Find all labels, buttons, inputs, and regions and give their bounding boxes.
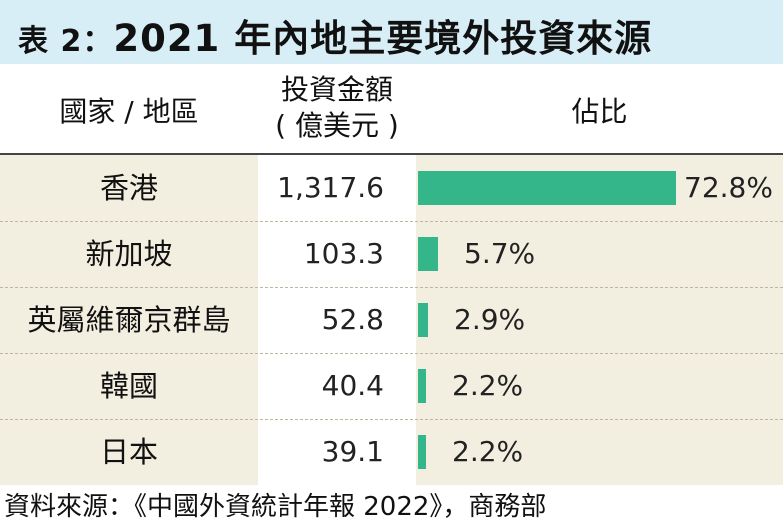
amount-value: 39.1: [321, 435, 384, 468]
page-title: 表 2：2021 年內地主要境外投資來源: [18, 8, 652, 62]
table-header: [0, 64, 783, 154]
table-number: 表 2：: [18, 24, 114, 59]
amount-column-background: [258, 155, 416, 485]
row-separator: [0, 419, 783, 421]
row-separator: [0, 287, 783, 289]
header-divider: [0, 153, 783, 155]
share-bar: [418, 303, 428, 337]
row-separator: [0, 353, 783, 355]
table-row: 韓國 40.4 2.2%: [0, 353, 783, 419]
amount-value: 103.3: [303, 237, 384, 270]
row-separator: [0, 221, 783, 223]
share-label: 72.8%: [684, 171, 773, 204]
table-row: 香港 1,317.6 72.8%: [0, 155, 783, 221]
table-row: 日本 39.1 2.2%: [0, 419, 783, 485]
country-label: 英屬維爾京群島: [27, 303, 231, 337]
column-header-share: 佔比: [571, 95, 628, 128]
amount-value: 52.8: [321, 303, 384, 336]
share-bar: [418, 237, 438, 271]
country-label: 韓國: [99, 369, 158, 403]
country-label: 日本: [99, 435, 158, 469]
country-label: 新加坡: [85, 237, 173, 271]
title-main: 2021 年內地主要境外投資來源: [113, 17, 653, 60]
share-bar: [418, 435, 426, 469]
source-note: 資料來源：《中國外資統計年報 2022》，商務部: [4, 492, 547, 522]
column-header-amount-line1: 投資金額: [280, 73, 393, 106]
share-label: 2.9%: [454, 303, 526, 336]
table-row: 新加坡 103.3 5.7%: [0, 221, 783, 287]
share-bar: [418, 171, 676, 205]
column-header-country: 國家 / 地區: [59, 95, 199, 128]
amount-value: 1,317.6: [277, 171, 384, 204]
share-label: 5.7%: [464, 237, 536, 270]
table-row: 英屬維爾京群島 52.8 2.9%: [0, 287, 783, 353]
amount-value: 40.4: [321, 369, 384, 402]
share-label: 2.2%: [452, 369, 524, 402]
share-label: 2.2%: [452, 435, 524, 468]
share-bar: [418, 369, 426, 403]
country-label: 香港: [99, 171, 158, 205]
column-header-amount: 投資金額 ( 億美元 ): [258, 72, 416, 144]
column-header-amount-unit: ( 億美元 ): [275, 109, 399, 142]
title-bar: 表 2：2021 年內地主要境外投資來源: [0, 0, 783, 64]
